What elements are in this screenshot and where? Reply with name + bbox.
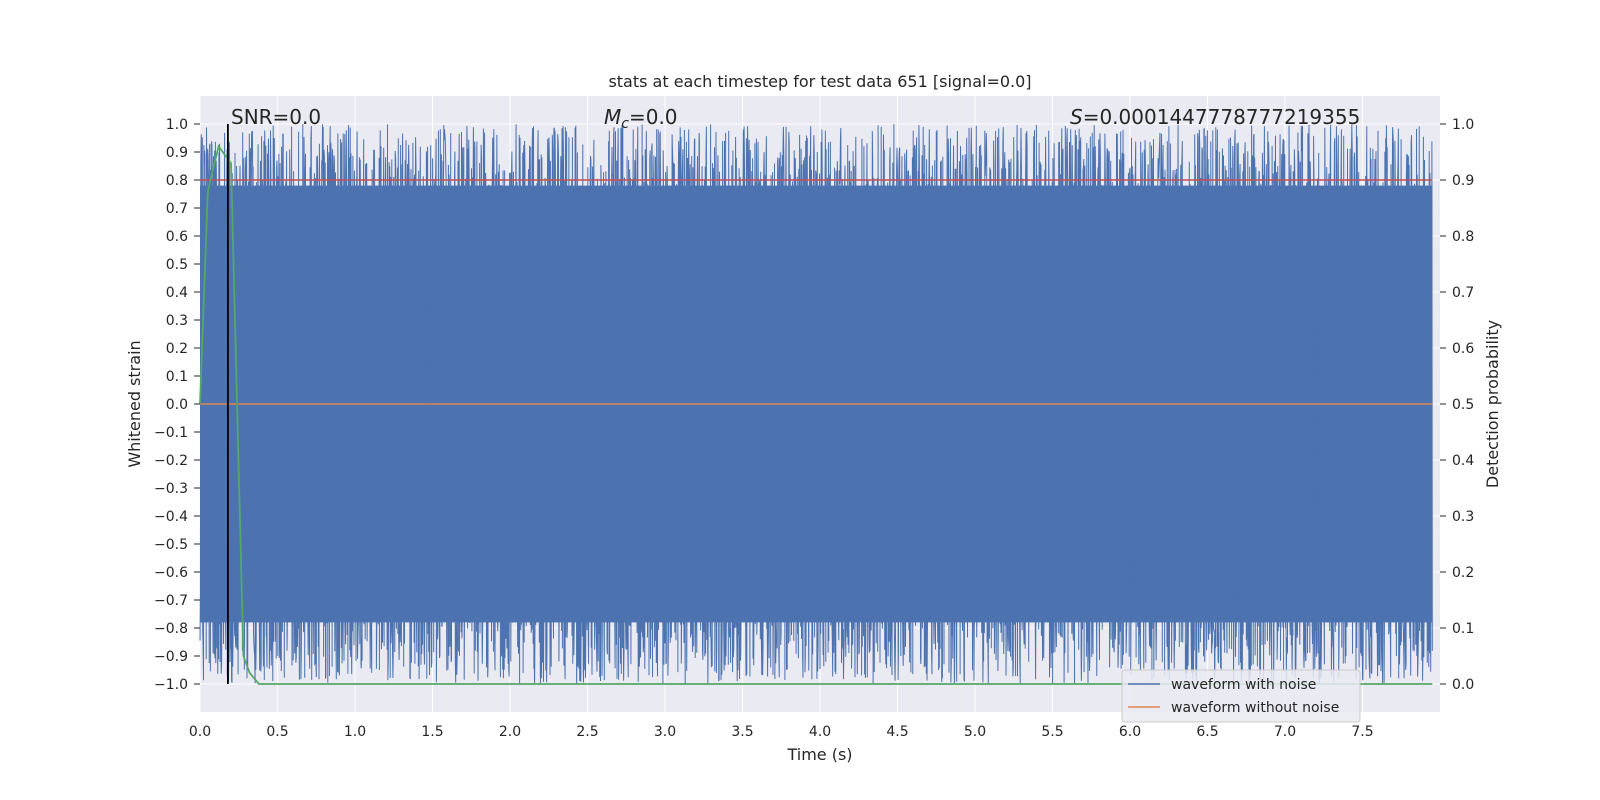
chart-title: stats at each timestep for test data 651… — [608, 72, 1031, 91]
x-tick-label: 4.5 — [886, 724, 908, 740]
x-tick-label: 0.0 — [189, 724, 211, 740]
x-tick-label: 0.5 — [266, 724, 288, 740]
y-right-tick-label: 0.5 — [1452, 397, 1474, 413]
y-right-tick-label: 0.0 — [1452, 677, 1474, 693]
x-tick-label: 6.5 — [1196, 724, 1218, 740]
y-left-tick-label: 0.9 — [166, 145, 188, 161]
y-left-tick-label: −1.0 — [154, 677, 188, 693]
waveform-with-noise-line — [199, 123, 1433, 685]
legend-label-noise: waveform with noise — [1171, 677, 1316, 693]
y-right-tick-label: 0.2 — [1452, 565, 1474, 581]
y-left-tick-label: 0.3 — [166, 313, 188, 329]
overlay-lines — [199, 124, 1433, 685]
x-tick-label: 4.0 — [809, 724, 831, 740]
y-left-tick-label: 0.7 — [166, 201, 188, 217]
snr-annotation: SNR=0.0 — [231, 105, 321, 129]
x-tick-label: 3.0 — [654, 724, 676, 740]
detection-probability-line — [199, 144, 1433, 685]
legend-label-clean: waveform without noise — [1171, 700, 1339, 716]
y-left-tick-label: −0.6 — [154, 565, 188, 581]
y-left-tick-label: −0.1 — [154, 425, 188, 441]
y-right-tick-label: 1.0 — [1452, 117, 1474, 133]
y-left-tick-label: −0.3 — [154, 481, 188, 497]
y-right-tick-label: 0.6 — [1452, 341, 1474, 357]
y-right-tick-label: 0.7 — [1452, 285, 1474, 301]
y-right-tick-label: 0.8 — [1452, 229, 1474, 245]
y-left-tick-label: 0.1 — [166, 369, 188, 385]
y-left-tick-label: 0.0 — [166, 397, 188, 413]
axis-ticks: 0.0 0.5 1.0 1.5 2.0 2.5 3.0 3.5 4.0 4.5 5.0 5.5 6.0 6… — [154, 117, 1474, 740]
x-tick-label: 7.5 — [1351, 724, 1373, 740]
legend-box — [1121, 669, 1361, 723]
x-tick-label: 2.5 — [576, 724, 598, 740]
y-left-tick-label: 0.5 — [166, 257, 188, 273]
y-left-tick-label: 1.0 — [166, 117, 188, 133]
x-tick-label: 5.0 — [964, 724, 986, 740]
y-left-tick-label: −0.5 — [154, 537, 188, 553]
y-axis-label-left: Whitened strain — [125, 340, 144, 467]
y-left-tick-label: 0.2 — [166, 341, 188, 357]
mc-annotation: Mc=0.0 — [604, 105, 678, 132]
x-tick-label: 1.5 — [421, 724, 443, 740]
x-tick-label: 5.5 — [1041, 724, 1063, 740]
y-left-tick-label: −0.2 — [154, 453, 188, 469]
x-tick-label: 2.0 — [499, 724, 521, 740]
y-left-tick-label: 0.8 — [166, 173, 188, 189]
legend: waveform with noise waveform without noi… — [1121, 669, 1361, 723]
y-right-tick-label: 0.4 — [1452, 453, 1474, 469]
x-tick-label: 3.5 — [731, 724, 753, 740]
y-axis-label-right: Detection probability — [1483, 320, 1502, 488]
x-axis-label: Time (s) — [786, 745, 852, 764]
y-right-tick-label: 0.9 — [1452, 173, 1474, 189]
y-left-tick-label: −0.8 — [154, 621, 188, 637]
x-tick-label: 6.0 — [1119, 724, 1141, 740]
y-left-tick-label: 0.4 — [166, 285, 188, 301]
y-right-tick-label: 0.3 — [1452, 509, 1474, 525]
y-right-tick-label: 0.1 — [1452, 621, 1474, 637]
x-tick-label: 1.0 — [344, 724, 366, 740]
s-annotation: S=0.0001447778777219355 — [1070, 105, 1360, 129]
y-left-tick-label: −0.9 — [154, 649, 188, 665]
y-left-tick-label: −0.4 — [154, 509, 188, 525]
y-left-tick-label: −0.7 — [154, 593, 188, 609]
y-left-tick-label: 0.6 — [166, 229, 188, 245]
x-tick-label: 7.0 — [1274, 724, 1296, 740]
